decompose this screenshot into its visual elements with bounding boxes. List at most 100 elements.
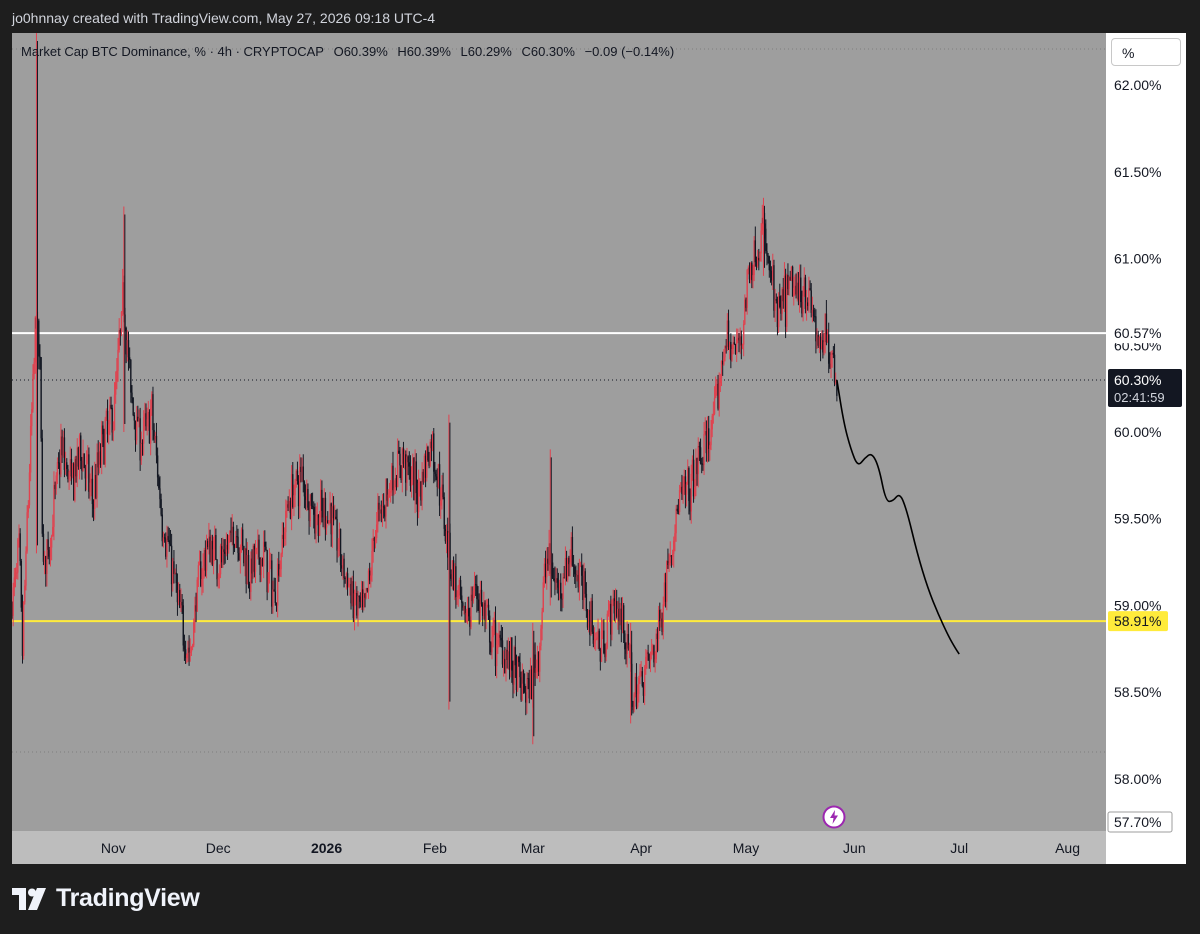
symbol-legend[interactable]: Market Cap BTC Dominance, % · 4h · CRYPT… — [21, 44, 680, 59]
candle-body — [348, 585, 350, 588]
candle-body — [203, 550, 205, 567]
candle-body — [228, 535, 230, 550]
candle-body — [370, 575, 372, 581]
candle-body — [720, 360, 723, 379]
candle-body — [358, 596, 360, 598]
candle-body — [571, 537, 574, 566]
candle-body — [514, 647, 517, 666]
candle-body — [445, 530, 448, 542]
candle-body — [456, 597, 458, 599]
candle-body — [95, 474, 97, 498]
candle-body — [441, 484, 443, 501]
candle-body — [832, 352, 835, 355]
candle-body — [537, 652, 540, 672]
candle-body — [726, 320, 729, 349]
candle-body — [626, 634, 628, 655]
candle-body — [823, 342, 825, 353]
candle-body — [239, 546, 242, 561]
candle-body — [255, 547, 258, 550]
price-scale[interactable]: 62.00% 61.50% 61.00% 60.50% 60.00% 59.50% 59.0… — [1106, 33, 1186, 864]
candle-body — [632, 701, 634, 711]
candle-body — [547, 558, 549, 564]
candle-body — [244, 548, 246, 564]
candle-body — [364, 593, 366, 598]
candle-body — [468, 608, 470, 617]
candle-body — [451, 560, 454, 579]
candle-body — [610, 603, 612, 635]
candle-body — [288, 500, 290, 508]
candle-body — [471, 594, 473, 602]
candle-body — [146, 419, 148, 427]
candle-body — [824, 313, 826, 343]
candle-body — [526, 677, 528, 703]
price-chart[interactable] — [12, 33, 1106, 831]
candle-body — [590, 600, 592, 635]
candle-body — [519, 662, 521, 678]
candle-body — [480, 589, 483, 605]
candle-body — [481, 604, 484, 616]
candle-body — [484, 602, 486, 621]
candle-body — [836, 381, 838, 396]
candle-body — [394, 478, 397, 489]
candle-body — [622, 605, 625, 634]
candle-body — [563, 577, 565, 579]
candle-body — [279, 569, 281, 576]
tradingview-logo[interactable]: TradingView — [12, 884, 200, 913]
price-tick-label: 60.00% — [1114, 424, 1161, 440]
candle-body — [738, 337, 740, 341]
candle-body — [752, 275, 754, 281]
unit-button[interactable]: % — [1111, 38, 1181, 66]
last-price-badge — [1108, 368, 1182, 407]
candle-body — [190, 646, 193, 653]
candle-body — [49, 547, 52, 557]
time-tick-label: Jul — [950, 840, 968, 856]
candle-body — [511, 637, 513, 671]
candle-body — [131, 392, 133, 398]
candle-body — [454, 566, 456, 591]
time-axis[interactable]: Nov Dec 2026 Feb Mar Apr May Jun Jul Aug — [12, 831, 1106, 864]
candle-body — [607, 611, 610, 614]
candle-body — [663, 582, 666, 605]
candle-body — [34, 317, 37, 363]
candle-body — [444, 528, 447, 542]
candle-body — [635, 676, 638, 707]
time-tick-label: Feb — [423, 840, 447, 856]
candle-body — [620, 608, 623, 630]
candle-body — [430, 441, 433, 449]
candle-body — [601, 630, 604, 632]
candle-body — [732, 342, 734, 349]
candle-body — [546, 558, 548, 578]
candle-body — [217, 578, 219, 580]
candle-body — [212, 549, 215, 565]
candle-body — [248, 583, 251, 592]
candle-body — [219, 546, 222, 575]
candle-body — [159, 488, 161, 500]
candle-body — [723, 357, 725, 365]
candle-body — [285, 510, 287, 533]
candle-body — [423, 455, 426, 483]
candle-body — [111, 407, 113, 433]
lightning-icon[interactable] — [822, 805, 846, 829]
candle-body — [400, 465, 402, 480]
candle-body — [20, 561, 23, 608]
candle-body — [435, 473, 437, 477]
candle-body — [382, 506, 385, 508]
candle-body — [395, 478, 398, 487]
time-tick-label: Dec — [206, 840, 231, 856]
plot-area[interactable] — [12, 33, 1106, 831]
legend-title[interactable]: Market Cap BTC Dominance, % · 4h · CRYPT… — [21, 44, 324, 59]
candle-body — [104, 419, 106, 465]
candle-body — [75, 459, 77, 477]
candle-body — [540, 628, 542, 646]
candle-body — [761, 217, 764, 231]
candle-body — [118, 330, 120, 350]
candle-body — [520, 677, 522, 700]
candle-body — [313, 507, 315, 515]
candle-body — [745, 299, 747, 308]
candle-body — [826, 334, 829, 343]
candle-body — [499, 634, 501, 638]
candle-body — [783, 275, 786, 302]
candle-body — [593, 640, 596, 644]
candle-body — [689, 501, 691, 512]
candle-body — [245, 548, 247, 584]
